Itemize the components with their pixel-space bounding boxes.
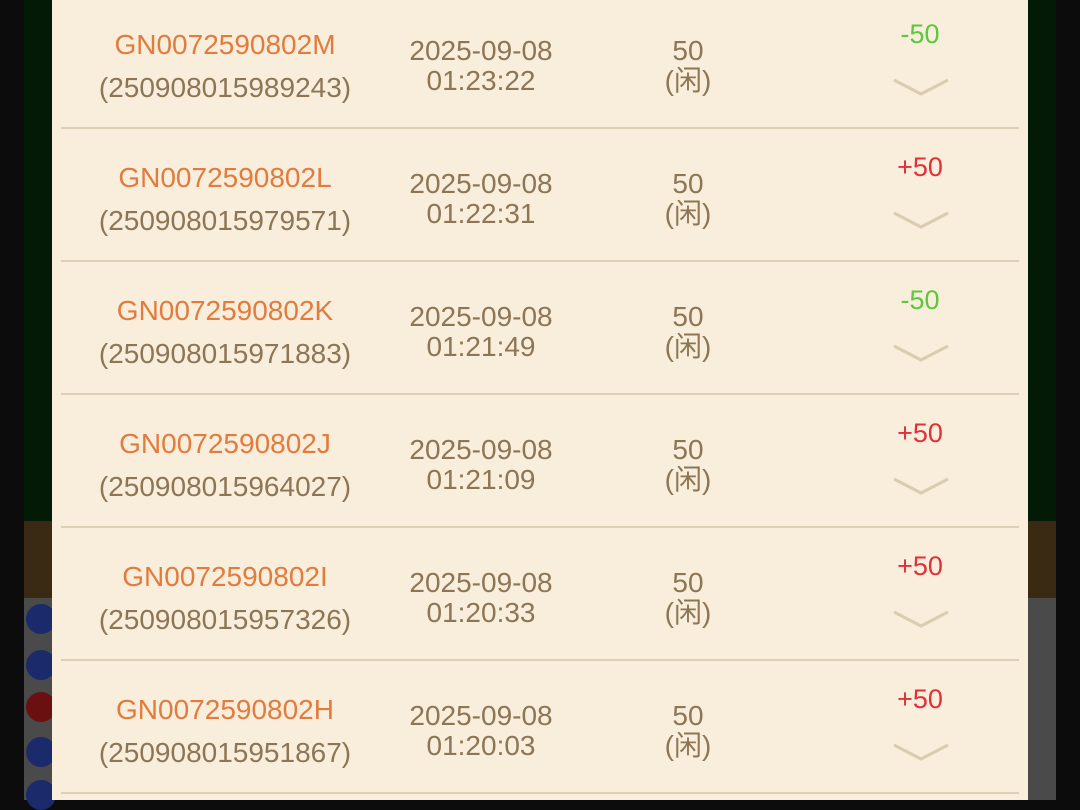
record-time: 01:22:31 [426,198,536,229]
row-divider [61,127,1019,129]
bet-side: (闲) [664,464,712,495]
bet-amount: 50 [672,301,704,332]
row-divider [61,659,1019,661]
record-date: 2025-09-08 [409,567,553,598]
chevron-down-icon[interactable] [892,76,950,98]
chevron-down-icon[interactable] [892,209,950,231]
bead-player-icon [26,604,56,634]
record-id: GN0072590802L [118,162,332,193]
record-time: 01:20:33 [426,597,536,628]
bet-side: (闲) [664,597,712,628]
bet-record-row[interactable]: GN0072590802I (250908015957326) 2025-09-08… [52,528,1028,661]
record-id: GN0072590802I [122,561,328,592]
bet-amount: 50 [672,168,704,199]
bet-side: (闲) [664,331,712,362]
bet-side: (闲) [664,198,712,229]
bead-player-icon [26,650,56,680]
result-amount: +50 [897,551,943,581]
record-id: GN0072590802K [116,295,334,326]
result-amount: +50 [897,684,943,714]
row-divider [61,792,1019,794]
record-id: GN0072590802H [116,694,334,725]
chevron-down-icon[interactable] [892,475,950,497]
bet-amount: 50 [672,567,704,598]
record-serial: (250908015979571) [98,205,352,236]
record-time: 01:20:03 [426,730,536,761]
chevron-down-icon[interactable] [892,342,950,364]
bead-banker-icon [26,692,56,722]
result-amount: -50 [900,285,940,315]
row-divider [61,393,1019,395]
record-date: 2025-09-08 [409,700,553,731]
bet-amount: 50 [672,700,704,731]
record-time: 01:21:09 [426,464,536,495]
bet-side: (闲) [664,65,712,96]
bet-record-row[interactable]: GN0072590802L (250908015979571) 2025-09-08… [52,129,1028,262]
record-serial: (250908015971883) [98,338,352,369]
bet-side: (闲) [664,730,712,761]
row-divider [61,526,1019,528]
result-amount: +50 [897,152,943,182]
record-id: GN0072590802J [119,428,331,459]
record-date: 2025-09-08 [409,35,553,66]
record-id: GN0072590802M [114,29,336,60]
bet-history-modal: GN0072590802M (250908015989243) 2025-09-08… [52,0,1028,800]
row-divider [61,260,1019,262]
record-serial: (250908015951867) [98,737,352,768]
record-serial: (250908015964027) [98,471,352,502]
result-amount: +50 [897,418,943,448]
record-serial: (250908015989243) [98,72,352,103]
result-amount: -50 [900,19,940,49]
bet-amount: 50 [672,434,704,465]
bet-record-row[interactable]: GN0072590802M (250908015989243) 2025-09-08… [52,0,1028,129]
chevron-down-icon[interactable] [892,741,950,763]
record-date: 2025-09-08 [409,434,553,465]
record-serial: (250908015957326) [98,604,352,635]
bet-amount: 50 [672,35,704,66]
record-time: 01:23:22 [426,65,536,96]
bet-record-row[interactable]: GN0072590802J (250908015964027) 2025-09-08… [52,395,1028,528]
chevron-down-icon[interactable] [892,608,950,630]
bet-record-row[interactable]: GN0072590802K (250908015971883) 2025-09-08… [52,262,1028,395]
bead-player-icon [26,737,56,767]
record-time: 01:21:49 [426,331,536,362]
bet-record-row[interactable]: GN0072590802H (250908015951867) 2025-09-08… [52,661,1028,794]
record-date: 2025-09-08 [409,168,553,199]
record-date: 2025-09-08 [409,301,553,332]
